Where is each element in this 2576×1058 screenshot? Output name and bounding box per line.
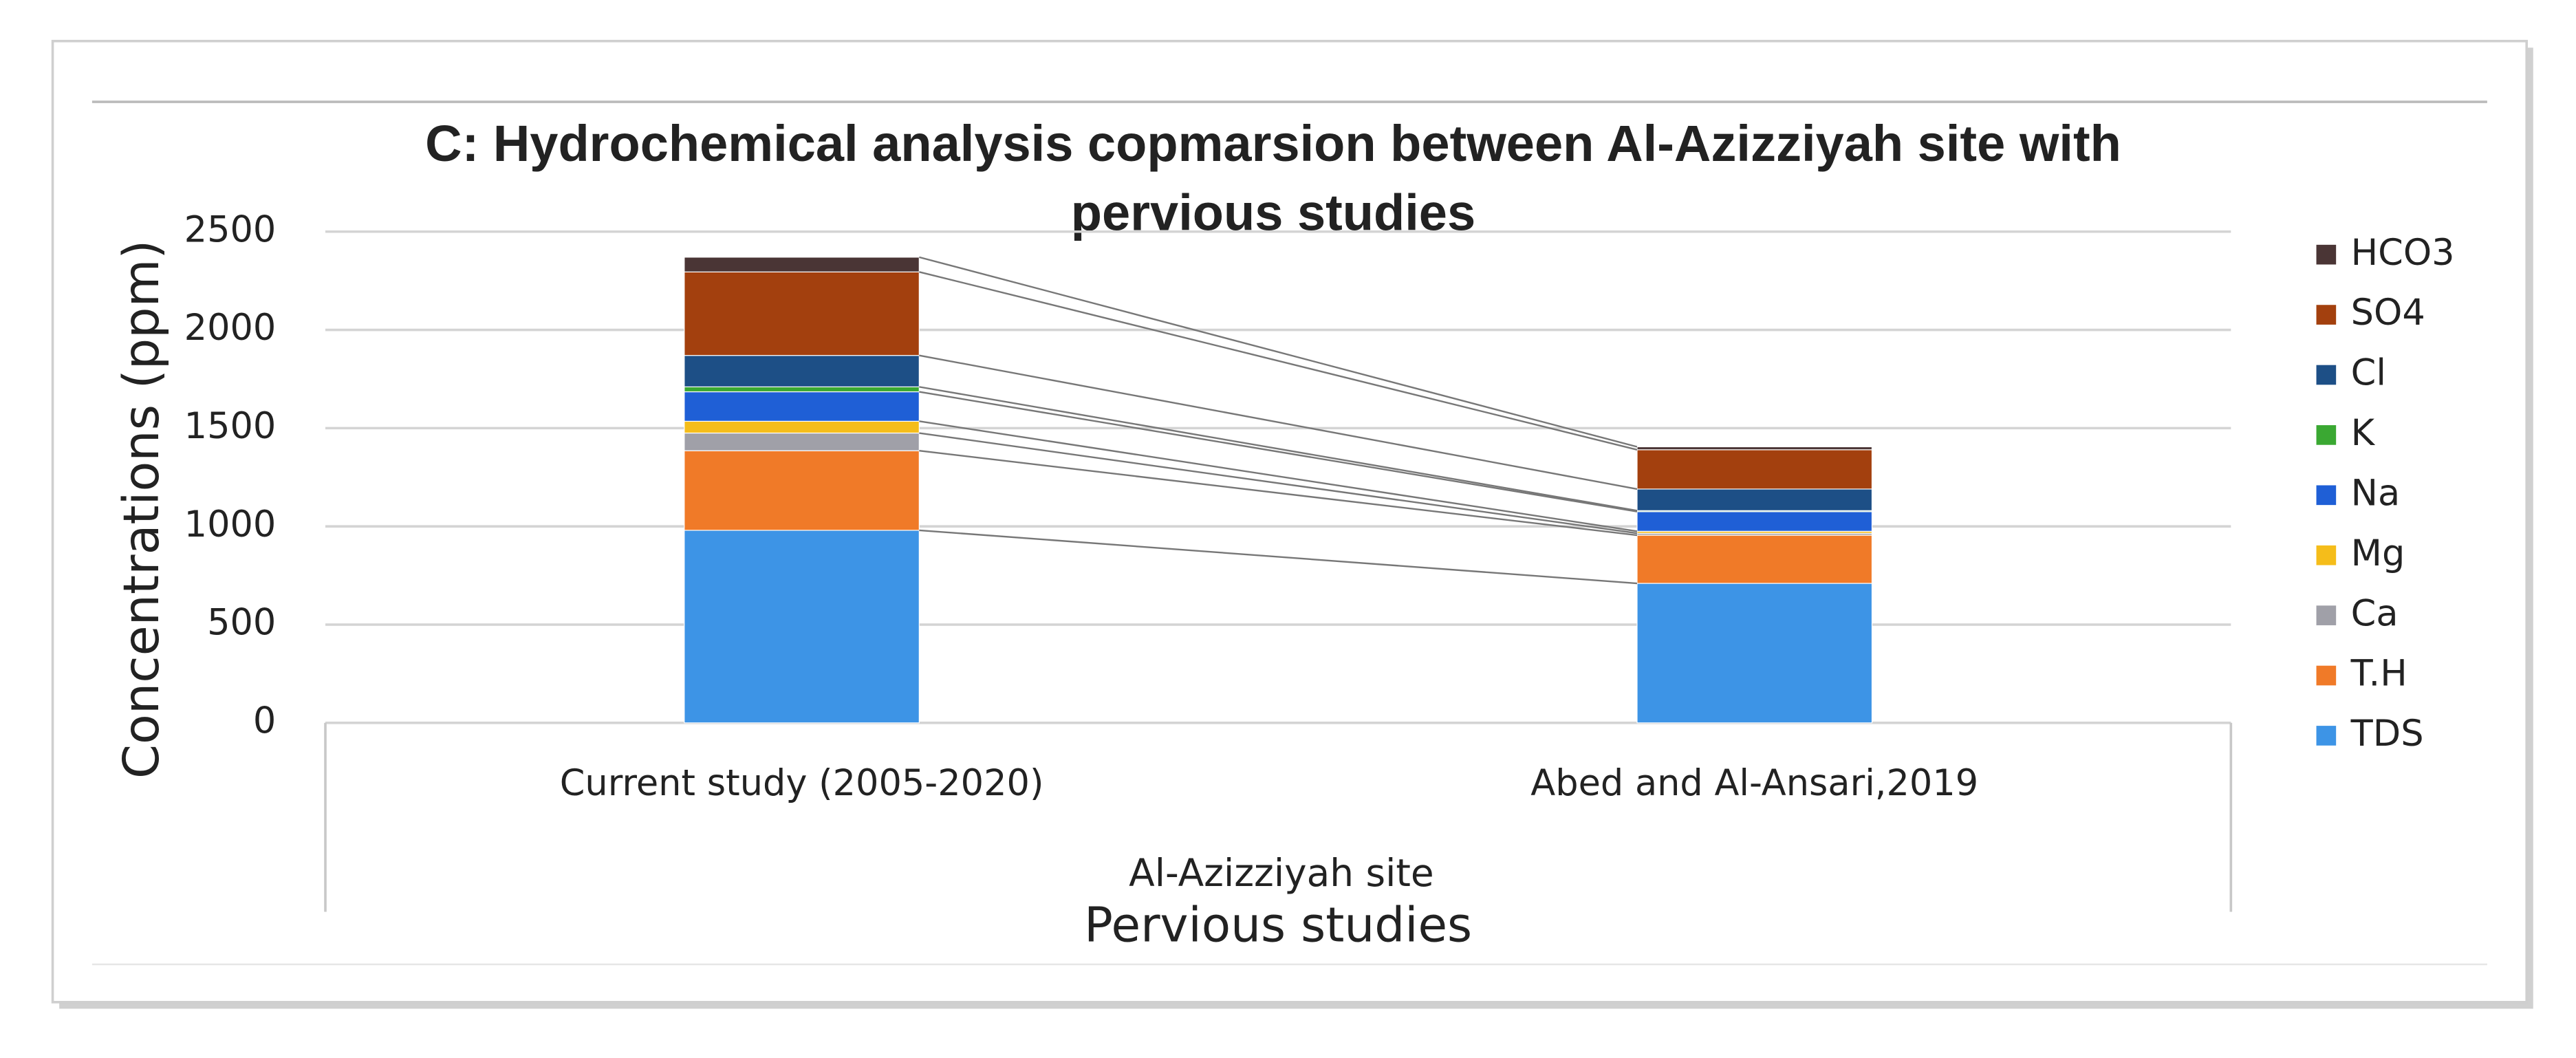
bar-segment — [684, 257, 920, 272]
group-label: Al-Azizziyah site — [1129, 851, 1434, 895]
frame — [51, 39, 2528, 1004]
series-line — [919, 529, 1638, 585]
legend-swatch — [2316, 545, 2337, 565]
series-line — [919, 271, 1638, 451]
legend-label: K — [2351, 412, 2376, 454]
y-tick-label: 1000 — [184, 504, 277, 546]
legend-swatch — [2316, 365, 2337, 385]
bar-segment — [1636, 488, 1873, 511]
bar-segment — [1636, 583, 1873, 724]
y-tick-label: 2500 — [184, 208, 277, 250]
y-tick-label: 1500 — [184, 405, 277, 447]
legend-swatch — [2316, 305, 2337, 325]
x-tick-label: Current study (2005-2020) — [560, 762, 1044, 804]
legend-swatch — [2316, 425, 2337, 445]
bar-segment — [1636, 446, 1873, 451]
legend-swatch — [2316, 485, 2337, 506]
series-line — [919, 420, 1638, 532]
bar-segment — [684, 386, 920, 393]
chart-title: C: Hydrochemical analysis copmarsion bet… — [425, 115, 2121, 242]
title-box: C: Hydrochemical analysis copmarsion bet… — [425, 115, 2121, 242]
legend-swatch — [2316, 726, 2337, 746]
bar-segment — [684, 271, 920, 356]
legend-swatch — [2316, 605, 2337, 625]
legend-label: Na — [2351, 472, 2401, 514]
legend-label: T.H — [2350, 653, 2407, 695]
series-line — [919, 450, 1638, 537]
x-axis-title: Pervious studies — [1084, 898, 1472, 953]
legend-label: Ca — [2351, 592, 2399, 634]
series-line — [919, 432, 1638, 535]
legend-label: Mg — [2351, 532, 2405, 574]
legend-label: HCO3 — [2351, 232, 2455, 274]
y-tick-label: 2000 — [184, 307, 277, 349]
bar-segment — [684, 530, 920, 724]
series-line — [919, 256, 1638, 448]
bar-segment — [684, 450, 920, 531]
legend-swatch — [2316, 244, 2337, 265]
legend-swatch — [2316, 665, 2337, 686]
legend-label: TDS — [2350, 713, 2424, 755]
bar-segment — [684, 420, 920, 434]
bar-segment — [1636, 511, 1873, 532]
legend-label: Cl — [2351, 352, 2386, 394]
series-line — [919, 391, 1638, 512]
series-line — [919, 354, 1638, 490]
y-tick-label: 500 — [207, 602, 276, 644]
series-line — [919, 386, 1638, 512]
bar-segment — [1636, 449, 1873, 490]
bar-segment — [684, 432, 920, 451]
x-tick-label: Abed and Al-Ansari,2019 — [1530, 762, 1978, 804]
legend-label: SO4 — [2351, 292, 2425, 334]
bar-segment — [684, 391, 920, 422]
bar-segment — [1636, 535, 1873, 584]
bar-segment — [684, 355, 920, 387]
y-axis-title: Concentrations (ppm) — [113, 240, 170, 779]
y-tick-label: 0 — [253, 700, 276, 742]
